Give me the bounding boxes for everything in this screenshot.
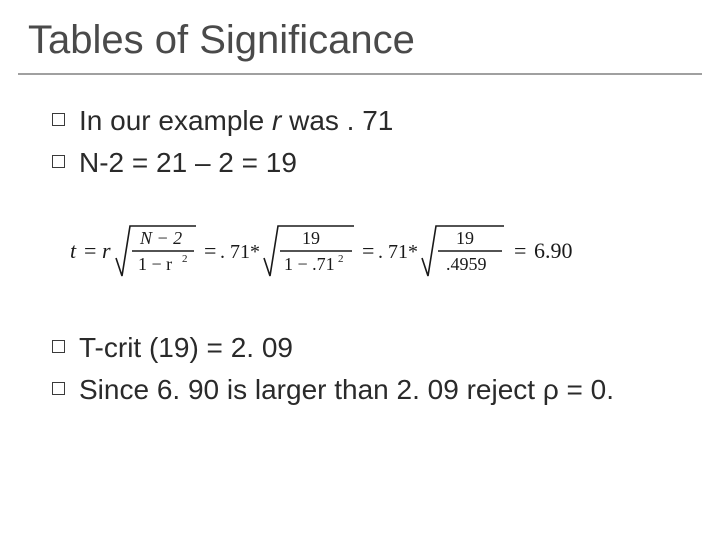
eq-equals: =: [514, 238, 526, 263]
bullet-group-bottom: T-crit (19) = 2. 09 Since 6. 90 is large…: [52, 322, 688, 409]
equation-block: t = r N − 2 1 − r 2 = . 71* 19 1 − .71 2: [52, 188, 688, 322]
eq-numerator: 19: [302, 228, 320, 248]
bullet-text: N-2 = 21 – 2 = 19: [79, 145, 297, 181]
eq-result: 6.90: [534, 238, 573, 263]
bullet-text: T-crit (19) = 2. 09: [79, 330, 293, 366]
eq-numerator: 19: [456, 228, 474, 248]
eq-coef: . 71*: [378, 241, 418, 263]
eq-equals: =: [84, 238, 96, 263]
eq-sup: 2: [338, 253, 344, 265]
eq-coef: . 71*: [220, 241, 260, 263]
slide-title: Tables of Significance: [0, 0, 720, 73]
bullet-icon: [52, 155, 65, 168]
text-fragment: In our example: [79, 105, 272, 136]
eq-numerator: N − 2: [139, 228, 182, 248]
bullet-icon: [52, 382, 65, 395]
list-item: In our example r was . 71: [52, 103, 688, 139]
text-fragment: was . 71: [281, 105, 393, 136]
list-item: T-crit (19) = 2. 09: [52, 330, 688, 366]
bullet-icon: [52, 340, 65, 353]
bullet-text: In our example r was . 71: [79, 103, 393, 139]
eq-denominator: 1 − .71: [284, 254, 335, 274]
bullet-text: Since 6. 90 is larger than 2. 09 reject …: [79, 372, 614, 408]
italic-variable: r: [272, 105, 281, 136]
list-item: Since 6. 90 is larger than 2. 09 reject …: [52, 372, 688, 408]
eq-denominator: 1 − r: [138, 254, 172, 274]
eq-var-r: r: [102, 238, 111, 263]
equation-svg: t = r N − 2 1 − r 2 = . 71* 19 1 − .71 2: [64, 218, 684, 288]
eq-var-t: t: [70, 238, 77, 263]
eq-denominator: .4959: [446, 254, 487, 274]
list-item: N-2 = 21 – 2 = 19: [52, 145, 688, 181]
eq-equals: =: [362, 238, 374, 263]
bullet-icon: [52, 113, 65, 126]
slide-content: In our example r was . 71 N-2 = 21 – 2 =…: [0, 75, 720, 409]
eq-sup: 2: [182, 253, 188, 265]
eq-equals: =: [204, 238, 216, 263]
